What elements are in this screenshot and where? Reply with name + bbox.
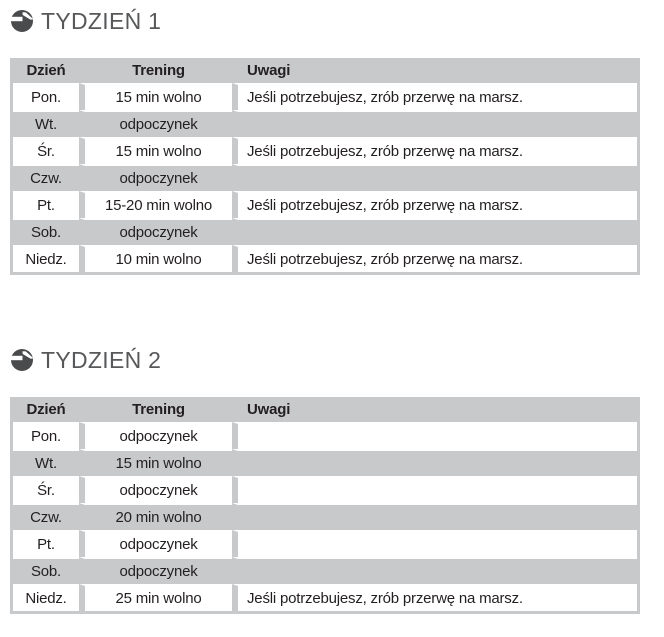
section-title: TYDZIEŃ 1 xyxy=(41,7,162,34)
training-cell: odpoczynek xyxy=(79,164,232,191)
training-cell: 15 min wolno xyxy=(79,449,232,476)
table-header-row: Dzień Trening Uwagi xyxy=(13,58,637,83)
day-cell: Niedz. xyxy=(13,245,79,272)
day-cell: Śr. xyxy=(13,476,79,503)
table-row: Pt. odpoczynek xyxy=(13,530,637,557)
column-header-notes: Uwagi xyxy=(232,397,637,422)
week-1-table: Dzień Trening Uwagi Pon. 15 min wolno Jeśli … xyxy=(13,58,637,272)
day-cell: Pt. xyxy=(13,191,79,218)
training-cell: 15-20 min wolno xyxy=(79,191,232,218)
notes-cell xyxy=(232,218,637,245)
notes-cell xyxy=(232,503,637,530)
table-row: Pon. 15 min wolno Jeśli potrzebujesz, zrób… xyxy=(13,83,637,110)
notes-cell: Jeśli potrzebujesz, zrób przerwę na mars… xyxy=(232,83,637,110)
day-cell: Pon. xyxy=(13,83,79,110)
table-row: Sob. odpoczynek xyxy=(13,557,637,584)
notes-cell xyxy=(232,476,637,503)
week-2-section: TYDZIEŃ 2 Dzień Trening Uwagi Pon. odpoczyn… xyxy=(0,347,664,614)
day-cell: Wt. xyxy=(13,449,79,476)
table-row: Sob. odpoczynek xyxy=(13,218,637,245)
notes-cell xyxy=(232,422,637,449)
training-cell: odpoczynek xyxy=(79,422,232,449)
table-row: Pon. odpoczynek xyxy=(13,422,637,449)
table-row: Czw. 20 min wolno xyxy=(13,503,637,530)
day-cell: Czw. xyxy=(13,164,79,191)
column-header-training: Trening xyxy=(79,397,232,422)
day-cell: Pt. xyxy=(13,530,79,557)
column-header-day: Dzień xyxy=(26,401,66,418)
table-row: Niedz. 10 min wolno Jeśli potrzebujesz, zr… xyxy=(13,245,637,272)
table-row: Czw. odpoczynek xyxy=(13,164,637,191)
day-cell: Wt. xyxy=(13,110,79,137)
day-cell: Śr. xyxy=(13,137,79,164)
notes-cell: Jeśli potrzebujesz, zrób przerwę na mars… xyxy=(232,584,637,611)
week-1-heading: TYDZIEŃ 1 xyxy=(10,8,664,34)
notes-cell: Jeśli potrzebujesz, zrób przerwę na mars… xyxy=(232,191,637,218)
training-cell: odpoczynek xyxy=(79,530,232,557)
column-header-notes: Uwagi xyxy=(232,58,637,83)
table-row: Pt. 15-20 min wolno Jeśli potrzebujesz, zr… xyxy=(13,191,637,218)
notes-cell: Jeśli potrzebujesz, zrób przerwę na mars… xyxy=(232,245,637,272)
notes-cell xyxy=(232,557,637,584)
training-plan-page: TYDZIEŃ 1 Dzień Trening Uwagi Pon. 15 min w… xyxy=(0,8,664,637)
day-cell: Niedz. xyxy=(13,584,79,611)
training-cell: 25 min wolno xyxy=(79,584,232,611)
table-row: Wt. 15 min wolno xyxy=(13,449,637,476)
column-header-training: Trening xyxy=(79,58,232,83)
notes-cell xyxy=(232,164,637,191)
training-cell: odpoczynek xyxy=(79,476,232,503)
training-cell: 15 min wolno xyxy=(79,83,232,110)
training-cell: 15 min wolno xyxy=(79,137,232,164)
circular-arrow-icon xyxy=(10,349,34,371)
week-2-table: Dzień Trening Uwagi Pon. odpoczynek Wt. 15 mi… xyxy=(13,397,637,611)
notes-cell xyxy=(232,449,637,476)
table-row: Niedz. 25 min wolno Jeśli potrzebujesz, zr… xyxy=(13,584,637,611)
notes-cell: Jeśli potrzebujesz, zrób przerwę na mars… xyxy=(232,137,637,164)
day-cell: Pon. xyxy=(13,422,79,449)
training-cell: 20 min wolno xyxy=(79,503,232,530)
day-cell: Czw. xyxy=(13,503,79,530)
day-cell: Sob. xyxy=(13,218,79,245)
table-row: Wt. odpoczynek xyxy=(13,110,637,137)
table-row: Śr. odpoczynek xyxy=(13,476,637,503)
training-cell: 10 min wolno xyxy=(79,245,232,272)
training-cell: odpoczynek xyxy=(79,218,232,245)
notes-cell xyxy=(232,530,637,557)
day-cell: Sob. xyxy=(13,557,79,584)
section-title: TYDZIEŃ 2 xyxy=(41,346,162,373)
week-2-heading: TYDZIEŃ 2 xyxy=(10,347,664,373)
table-row: Śr. 15 min wolno Jeśli potrzebujesz, zrób … xyxy=(13,137,637,164)
notes-cell xyxy=(232,110,637,137)
training-cell: odpoczynek xyxy=(79,557,232,584)
week-2-table-wrap: Dzień Trening Uwagi Pon. odpoczynek Wt. 15 mi… xyxy=(10,397,640,614)
training-cell: odpoczynek xyxy=(79,110,232,137)
table-header-row: Dzień Trening Uwagi xyxy=(13,397,637,422)
circular-arrow-icon xyxy=(10,10,34,32)
week-1-section: TYDZIEŃ 1 Dzień Trening Uwagi Pon. 15 min w… xyxy=(0,8,664,275)
week-1-table-wrap: Dzień Trening Uwagi Pon. 15 min wolno Jeśli … xyxy=(10,58,640,275)
column-header-day: Dzień xyxy=(26,62,66,79)
